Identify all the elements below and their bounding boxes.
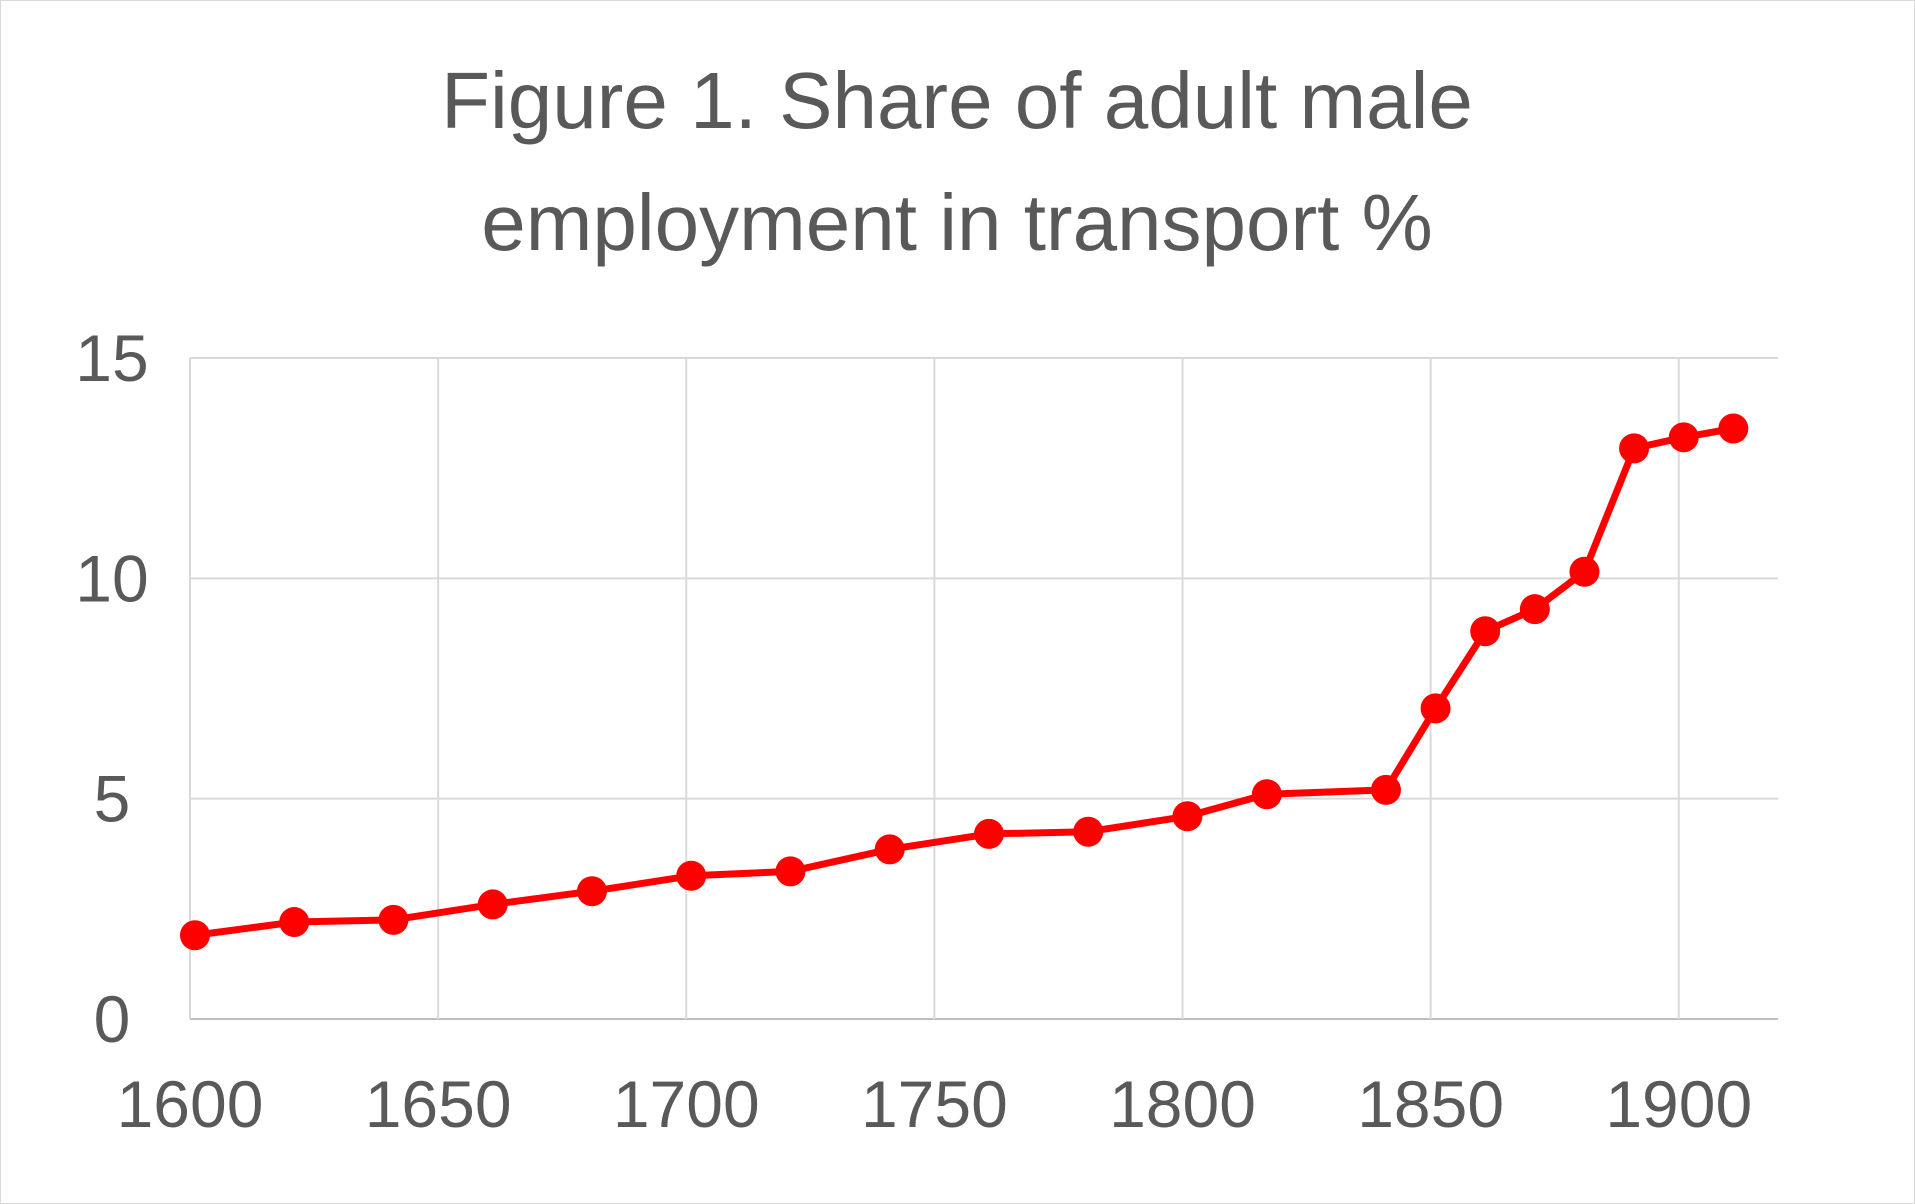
x-tick-label: 1650 bbox=[365, 1067, 512, 1141]
x-tick-label: 1750 bbox=[861, 1067, 1008, 1141]
data-point bbox=[179, 920, 210, 951]
x-tick-label: 1850 bbox=[1357, 1067, 1504, 1141]
y-tick-label: 10 bbox=[75, 541, 148, 615]
data-point bbox=[1619, 433, 1650, 464]
plot-area bbox=[179, 413, 1749, 951]
y-axis-ticks: 0 5 10 15 bbox=[75, 321, 148, 1056]
x-axis-ticks: 1600 1650 1700 1750 1800 1850 1900 bbox=[117, 1067, 1753, 1141]
data-point bbox=[1718, 413, 1749, 444]
data-point bbox=[1370, 774, 1401, 805]
data-point bbox=[1470, 616, 1501, 647]
data-point bbox=[1251, 779, 1282, 810]
data-point bbox=[1519, 594, 1550, 625]
data-point bbox=[676, 860, 707, 891]
series-line bbox=[194, 425, 1734, 939]
data-point bbox=[775, 856, 806, 887]
x-tick-label: 1800 bbox=[1109, 1067, 1256, 1141]
y-tick-label: 5 bbox=[94, 762, 131, 836]
x-tick-label: 1600 bbox=[117, 1067, 264, 1141]
data-point bbox=[1668, 422, 1699, 453]
data-point bbox=[1420, 693, 1451, 724]
y-tick-label: 15 bbox=[75, 321, 148, 395]
chart-title-line-2: employment in transport % bbox=[481, 178, 1433, 267]
data-point bbox=[1172, 801, 1203, 832]
data-point bbox=[1569, 556, 1600, 587]
data-point bbox=[279, 907, 310, 938]
data-point bbox=[1073, 816, 1104, 847]
x-tick-label: 1700 bbox=[613, 1067, 760, 1141]
data-point bbox=[973, 818, 1004, 849]
data-point bbox=[378, 904, 409, 935]
x-tick-label: 1900 bbox=[1605, 1067, 1752, 1141]
chart-title-line-1: Figure 1. Share of adult male bbox=[441, 56, 1473, 145]
data-point bbox=[874, 834, 905, 865]
y-tick-label: 0 bbox=[94, 982, 131, 1056]
gridlines bbox=[189, 357, 1778, 1020]
data-point bbox=[477, 889, 508, 920]
data-point bbox=[576, 876, 607, 907]
